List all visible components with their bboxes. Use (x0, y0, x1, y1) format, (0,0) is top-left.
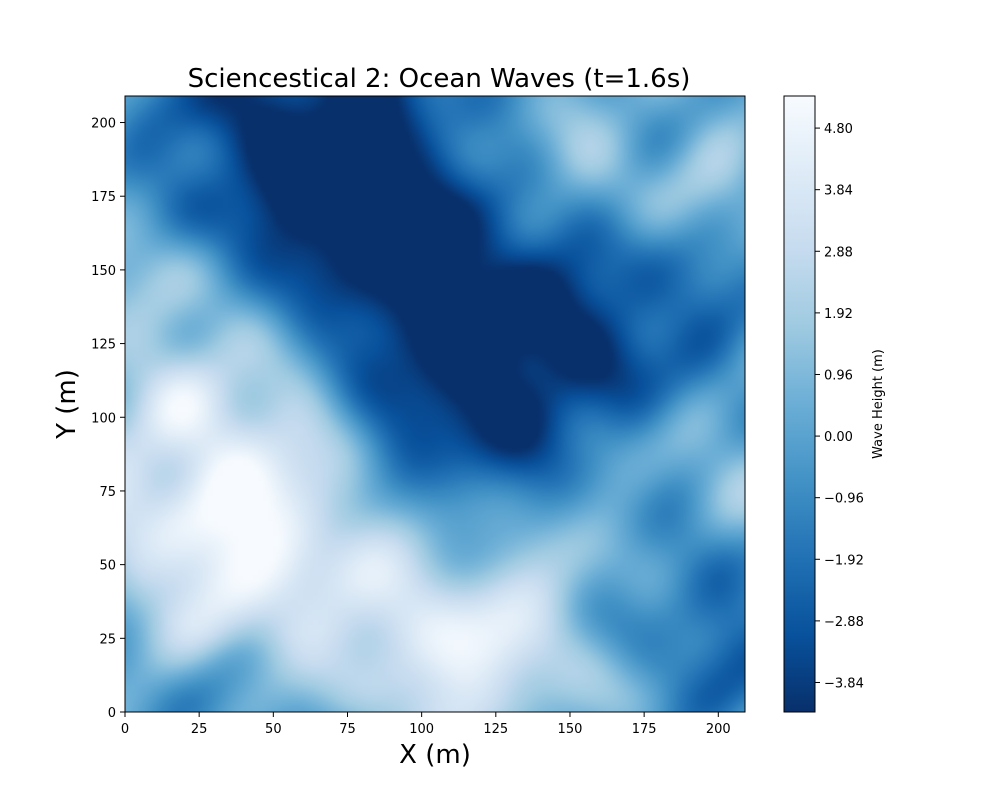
colorbar-tick-label: −1.92 (824, 553, 864, 568)
x-tick-label: 200 (706, 722, 731, 737)
x-tick-label: 0 (121, 722, 129, 737)
colorbar: −3.84 −2.88 −1.92 −0.96 0.00 0.96 1.92 2.88 3.84… (783, 95, 886, 713)
x-tick-label: 100 (409, 722, 434, 737)
y-tick-label: 125 (91, 338, 116, 353)
x-tick-label: 125 (483, 722, 508, 737)
y-tick-label: 0 (108, 706, 116, 721)
colorbar-tick-label: 0.00 (824, 430, 853, 445)
y-tick-label: 75 (99, 485, 116, 500)
x-tick-label: 75 (339, 722, 356, 737)
colorbar-ticks: −3.84 −2.88 −1.92 −0.96 0.00 0.96 1.92 2.88 3.84… (815, 122, 864, 691)
x-tick-label: 150 (558, 722, 583, 737)
colorbar-tick-label: 1.92 (824, 307, 853, 322)
y-tick-label: 175 (91, 190, 116, 205)
colorbar-tick-label: 4.80 (824, 122, 853, 137)
x-tick-label: 25 (191, 722, 208, 737)
y-tick-label: 50 (99, 559, 116, 574)
colorbar-tick-label: −3.84 (824, 676, 864, 691)
heatmap-canvas (125, 96, 745, 712)
colorbar-tick-label: 0.96 (824, 368, 853, 383)
colorbar-tick-label: 3.84 (824, 184, 853, 199)
heatmap-area (124, 95, 746, 713)
x-tick-label: 50 (265, 722, 282, 737)
y-tick-label: 100 (91, 411, 116, 426)
chart-title: Sciencestical 2: Ocean Waves (t=1.6s) (188, 64, 691, 94)
y-axis-label: Y (m) (52, 369, 82, 440)
y-tick-label: 150 (91, 264, 116, 279)
colorbar-tick-label: −0.96 (824, 492, 864, 507)
x-axis-ticks: 0 25 50 75 100 125 150 175 200 (121, 712, 731, 737)
y-tick-label: 200 (91, 117, 116, 132)
colorbar-tick-label: −2.88 (824, 615, 864, 630)
colorbar-gradient (783, 95, 816, 713)
y-tick-label: 25 (99, 632, 116, 647)
colorbar-label: Wave Height (m) (871, 349, 886, 459)
x-axis-label: X (m) (399, 740, 471, 770)
x-tick-label: 175 (632, 722, 657, 737)
colorbar-tick-label: 2.88 (824, 245, 853, 260)
y-axis-ticks: 0 25 50 75 100 125 150 175 200 (91, 117, 125, 721)
plot-frame (124, 95, 746, 713)
